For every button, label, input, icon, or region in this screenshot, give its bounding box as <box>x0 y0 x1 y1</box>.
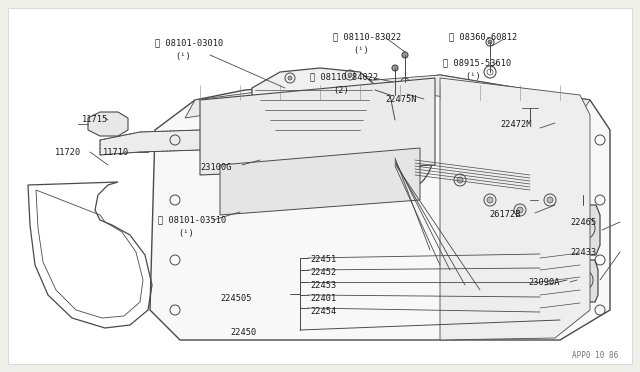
Text: 22453: 22453 <box>310 281 336 290</box>
Text: Ⓢ 08360-60812: Ⓢ 08360-60812 <box>449 32 517 41</box>
Polygon shape <box>88 112 128 136</box>
Circle shape <box>577 222 589 234</box>
Polygon shape <box>100 130 245 155</box>
Text: Ⓑ 08101-03510: Ⓑ 08101-03510 <box>158 215 227 224</box>
Text: 22401: 22401 <box>310 294 336 303</box>
Text: 23090A: 23090A <box>528 278 559 287</box>
Polygon shape <box>8 8 632 364</box>
Text: (ⁱ): (ⁱ) <box>353 46 369 55</box>
Polygon shape <box>536 188 564 212</box>
Text: 22454: 22454 <box>310 307 336 316</box>
Circle shape <box>457 177 463 183</box>
Polygon shape <box>440 78 590 340</box>
Text: 11710: 11710 <box>103 148 129 157</box>
Text: 22452: 22452 <box>310 268 336 277</box>
Circle shape <box>522 120 538 136</box>
Text: APP0 10 86: APP0 10 86 <box>572 351 618 360</box>
Text: 22450: 22450 <box>230 328 256 337</box>
Circle shape <box>488 40 492 44</box>
Text: (ⁱ): (ⁱ) <box>465 72 481 81</box>
Text: (2): (2) <box>333 86 349 95</box>
Text: 22433: 22433 <box>570 248 596 257</box>
Text: 22465: 22465 <box>570 218 596 227</box>
Polygon shape <box>567 260 598 302</box>
Polygon shape <box>245 128 270 162</box>
Text: 26172B: 26172B <box>489 210 520 219</box>
Polygon shape <box>150 75 610 340</box>
Text: 22472M: 22472M <box>500 120 531 129</box>
Text: 22451: 22451 <box>310 255 336 264</box>
Circle shape <box>288 76 292 80</box>
Circle shape <box>517 207 523 213</box>
Text: 11715: 11715 <box>82 115 108 124</box>
Circle shape <box>383 143 407 167</box>
Polygon shape <box>200 78 435 175</box>
Text: ⓜ 08915-53610: ⓜ 08915-53610 <box>443 58 511 67</box>
Circle shape <box>348 73 352 77</box>
Polygon shape <box>245 138 265 154</box>
Polygon shape <box>252 68 380 148</box>
Circle shape <box>487 197 493 203</box>
Text: (ⁱ): (ⁱ) <box>178 229 194 238</box>
Circle shape <box>547 197 553 203</box>
Polygon shape <box>566 205 600 255</box>
Circle shape <box>577 275 587 285</box>
Polygon shape <box>220 148 420 215</box>
Text: 22475N: 22475N <box>385 95 417 104</box>
Circle shape <box>392 65 398 71</box>
Text: (ⁱ): (ⁱ) <box>175 52 191 61</box>
Polygon shape <box>185 75 590 118</box>
Circle shape <box>402 52 408 58</box>
Text: 224505: 224505 <box>220 294 252 303</box>
Circle shape <box>383 113 407 137</box>
Circle shape <box>357 117 433 193</box>
Text: 23100G: 23100G <box>200 163 232 172</box>
Text: Ⓑ 08101-03010: Ⓑ 08101-03010 <box>155 38 223 47</box>
Text: Ⓑ 08110-84022: Ⓑ 08110-84022 <box>310 72 378 81</box>
Text: Ⓑ 08110-83022: Ⓑ 08110-83022 <box>333 32 401 41</box>
Text: 11720: 11720 <box>55 148 81 157</box>
